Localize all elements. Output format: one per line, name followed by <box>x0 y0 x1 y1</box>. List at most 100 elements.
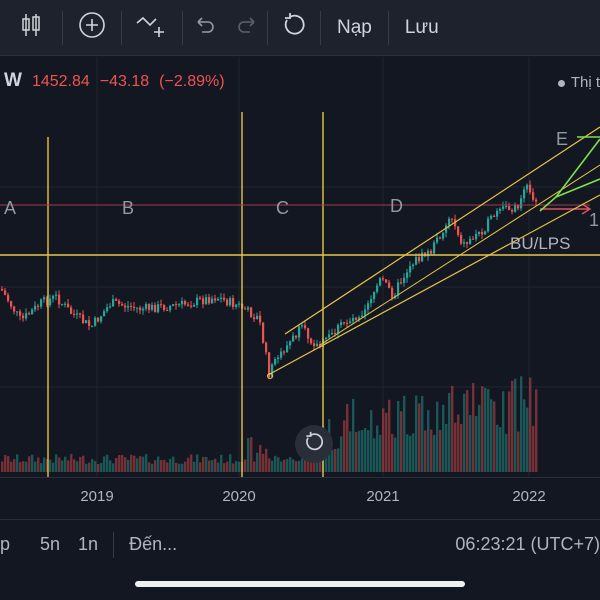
candle-body <box>40 299 43 307</box>
volume-bar <box>391 434 394 472</box>
reset-chart-button[interactable] <box>268 0 320 56</box>
candle-body <box>184 301 187 305</box>
candle-body <box>58 294 61 305</box>
bottom-divider <box>113 531 115 558</box>
volume-bar <box>382 408 385 472</box>
price-chart[interactable] <box>0 57 600 477</box>
range-button-1n[interactable]: 1n <box>78 534 99 554</box>
chart-canvas[interactable] <box>0 57 600 477</box>
volume-bar <box>250 437 253 472</box>
candle-body <box>493 215 496 217</box>
volume-bar <box>463 393 466 472</box>
candle-body <box>526 184 529 190</box>
chart-type-button[interactable] <box>0 0 62 56</box>
volume-bar <box>487 389 490 472</box>
candle-body <box>523 189 526 199</box>
toolbar-divider <box>121 10 122 45</box>
redo-button[interactable] <box>227 0 267 56</box>
volume-bar <box>319 457 322 472</box>
volume-bar <box>394 437 397 472</box>
volume-bar <box>145 454 148 472</box>
volume-bar <box>4 455 7 472</box>
volume-bar <box>406 434 409 472</box>
candle-body <box>67 303 70 308</box>
volume-bar <box>208 460 211 472</box>
symbol-legend[interactable]: W 1452.84 −43.18 (−2.89%) <box>4 70 225 92</box>
candle-body <box>487 218 490 232</box>
candle-body <box>265 342 268 353</box>
volume-bar <box>499 427 502 472</box>
candle-body <box>4 290 7 295</box>
volume-bar <box>139 456 142 472</box>
volume-bar <box>205 456 208 472</box>
time-tick-label: 2021 <box>366 488 400 505</box>
candle-body <box>46 297 49 306</box>
undo-button[interactable] <box>183 0 227 56</box>
candle-body <box>439 237 442 239</box>
compare-button[interactable] <box>63 0 121 56</box>
volume-bar <box>142 456 145 472</box>
load-layout-button[interactable]: Nạp <box>337 16 372 38</box>
volume-bar <box>295 461 298 472</box>
volume-bar <box>124 457 127 472</box>
volume-bar <box>82 455 85 472</box>
candle-body <box>118 300 121 304</box>
volume-bar <box>331 449 334 472</box>
volume-bar <box>100 462 103 472</box>
toolbar-divider <box>62 10 63 45</box>
volume-bar <box>94 461 97 472</box>
volume-bar <box>385 412 388 472</box>
volume-bar <box>202 456 205 472</box>
candle-body <box>340 322 343 325</box>
price-scale-label-cut: 1 <box>589 210 600 230</box>
anchor-point <box>267 373 273 379</box>
volume-bar <box>109 460 112 472</box>
volume-bar <box>175 462 178 472</box>
home-indicator[interactable] <box>135 581 465 587</box>
candle-body <box>511 210 514 212</box>
save-layout-button[interactable]: Lưu <box>404 16 439 38</box>
volume-bar <box>40 463 43 472</box>
candle-body <box>214 298 217 301</box>
candle-body <box>154 304 157 313</box>
candle-body <box>268 352 271 378</box>
volume-bar <box>535 389 538 472</box>
volume-bar <box>532 425 535 472</box>
go-to-date-button[interactable]: Đến... <box>129 534 178 554</box>
indicators-button[interactable] <box>122 0 182 56</box>
candle-body <box>382 278 385 280</box>
volume-bar <box>421 396 424 472</box>
top-toolbar: Nạp Lưu <box>0 0 600 56</box>
volume-bar <box>472 382 475 472</box>
volume-bar <box>505 433 508 472</box>
volume-bar <box>76 461 79 472</box>
candle-body <box>331 332 334 335</box>
candle-body <box>31 309 34 315</box>
volume-bar <box>223 463 226 472</box>
wave-label-a: A <box>4 198 17 218</box>
reset-view-button[interactable] <box>295 425 333 463</box>
volume-bar <box>253 461 256 472</box>
refresh-icon <box>303 431 325 458</box>
clock-timezone[interactable]: 06:23:21 (UTC+7) <box>455 534 600 554</box>
range-button-5n[interactable]: 5n <box>40 534 61 554</box>
market-status[interactable]: Thị t <box>557 74 600 91</box>
candle-body <box>142 308 145 311</box>
candle-body <box>100 316 103 322</box>
volume-bar <box>43 457 46 472</box>
volume-bar <box>262 453 265 472</box>
volume-bar <box>178 463 181 472</box>
wave-label-e: E <box>556 129 569 149</box>
volume-bar <box>439 430 442 472</box>
volume-bar <box>271 460 274 472</box>
time-axis[interactable]: 2019 2020 2021 2022 <box>0 477 600 519</box>
candle-body <box>166 310 169 312</box>
candle-body <box>289 341 292 346</box>
volume-bar <box>457 414 460 472</box>
candle-body <box>427 250 430 257</box>
candle-body <box>472 238 475 240</box>
candle-body <box>223 297 226 300</box>
candle-body <box>355 317 358 320</box>
range-button-p[interactable]: p <box>0 534 11 554</box>
volume-bar <box>181 463 184 472</box>
